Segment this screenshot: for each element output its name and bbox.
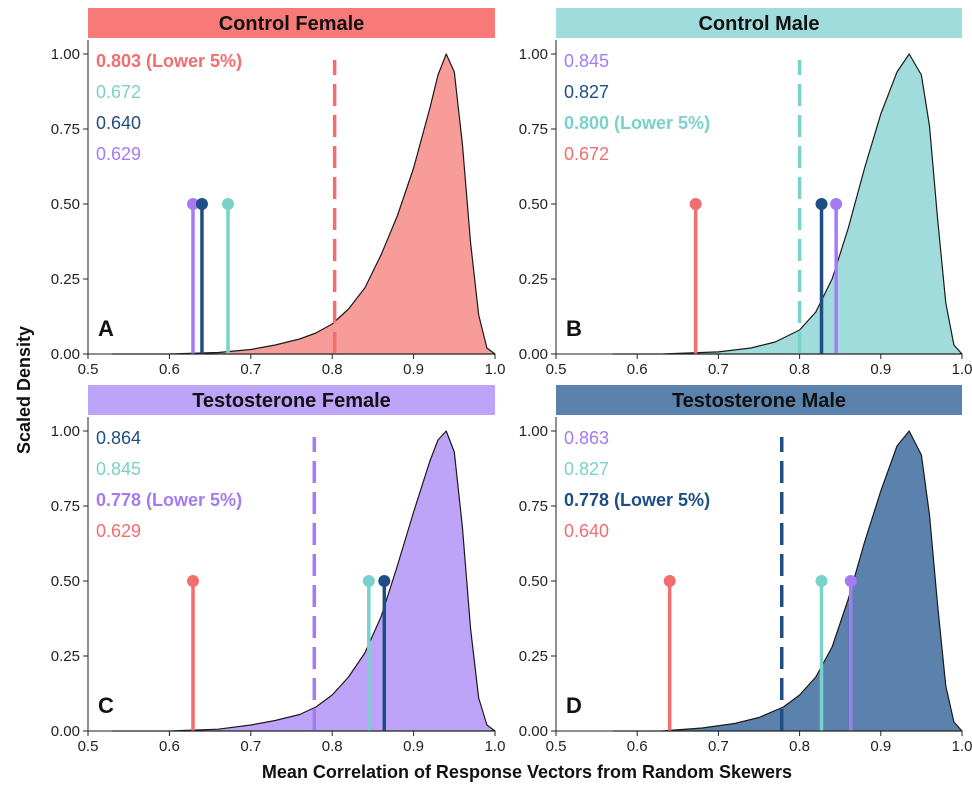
panel-b: Control Male 0.00 0.25 0.50 0.75 1.00 0.5 0.6 0.…	[519, 8, 972, 378]
x-tick-label: 0.8	[789, 738, 810, 755]
comparison-point	[222, 198, 235, 210]
y-tick-label: 0.00	[519, 723, 548, 740]
x-axis-title: Mean Correlation of Response Vectors fro…	[262, 762, 792, 782]
y-tick-label: 0.75	[519, 121, 548, 138]
panel-letter: B	[566, 316, 582, 341]
y-tick-label: 0.25	[51, 648, 80, 665]
value-label: 0.845	[564, 51, 609, 71]
panel-d: Testosterone Male 0.00 0.25 0.50 0.75 1.00 0.5…	[519, 385, 972, 755]
panel-letter: C	[98, 693, 114, 718]
x-tick-label: 0.5	[546, 738, 567, 755]
value-label: 0.827	[564, 459, 609, 479]
panel-title: Control Female	[219, 13, 365, 35]
panel-strip	[88, 8, 495, 38]
comparison-point	[830, 198, 843, 210]
x-tick-label: 0.6	[627, 738, 648, 755]
x-tick-label: 1.0	[485, 361, 506, 378]
y-tick-label: 0.00	[519, 346, 548, 363]
y-tick-label: 0.25	[51, 271, 80, 288]
x-tick-label: 0.8	[322, 738, 343, 755]
density-area	[111, 53, 496, 355]
x-tick-label: 0.7	[240, 361, 261, 378]
value-label: 0.629	[96, 521, 141, 541]
x-tick-label: 0.6	[159, 738, 180, 755]
panels: Control Female 0.00 0.25 0.50 0.75 1.00 0.5 0.6…	[51, 8, 972, 755]
value-label: 0.672	[564, 144, 609, 164]
value-label: 0.629	[96, 144, 141, 164]
panel-letter: D	[566, 693, 582, 718]
value-label: 0.803 (Lower 5%)	[96, 51, 242, 71]
x-tick-label: 0.9	[870, 361, 891, 378]
density-area	[612, 430, 963, 732]
comparison-point	[378, 575, 391, 587]
panel-c: Testosterone Female 0.00 0.25 0.50 0.75 1.00 0…	[51, 385, 506, 755]
comparison-point	[362, 575, 375, 587]
panel-strip	[88, 385, 495, 415]
x-tick-label: 1.0	[485, 738, 506, 755]
y-axis-title: Scaled Density	[14, 326, 34, 454]
comparison-point	[195, 198, 208, 210]
y-tick-label: 0.50	[519, 196, 548, 213]
panel-title: Testosterone Male	[672, 390, 846, 412]
x-tick-label: 0.9	[870, 738, 891, 755]
y-tick-label: 0.00	[51, 723, 80, 740]
x-tick-label: 0.5	[78, 361, 99, 378]
y-tick-label: 0.25	[519, 271, 548, 288]
y-tick-label: 1.00	[519, 423, 548, 440]
value-label: 0.672	[96, 82, 141, 102]
x-tick-label: 0.7	[708, 738, 729, 755]
value-label: 0.845	[96, 459, 141, 479]
value-label: 0.864	[96, 428, 141, 448]
comparison-point	[187, 575, 200, 587]
x-tick-label: 0.9	[403, 738, 424, 755]
y-tick-label: 1.00	[519, 46, 548, 63]
comparison-point	[187, 198, 200, 210]
density-area	[612, 53, 963, 355]
comparison-point	[844, 575, 857, 587]
panel-strip	[556, 385, 962, 415]
y-tick-label: 0.25	[519, 648, 548, 665]
panel-a: Control Female 0.00 0.25 0.50 0.75 1.00 0.5 0.6…	[51, 8, 506, 378]
value-label: 0.863	[564, 428, 609, 448]
value-label: 0.640	[564, 521, 609, 541]
x-tick-label: 0.6	[627, 361, 648, 378]
y-tick-label: 0.75	[51, 498, 80, 515]
value-label: 0.640	[96, 113, 141, 133]
x-tick-label: 0.7	[708, 361, 729, 378]
x-tick-label: 1.0	[952, 361, 972, 378]
panel-title: Testosterone Female	[192, 390, 391, 412]
y-tick-label: 0.00	[51, 346, 80, 363]
x-tick-label: 0.5	[546, 361, 567, 378]
panel-strip	[556, 8, 962, 38]
value-label: 0.778 (Lower 5%)	[96, 490, 242, 510]
x-tick-label: 0.5	[78, 738, 99, 755]
comparison-point	[663, 575, 676, 587]
x-tick-label: 1.0	[952, 738, 972, 755]
y-tick-label: 1.00	[51, 46, 80, 63]
comparison-point	[689, 198, 702, 210]
panel-letter: A	[98, 316, 114, 341]
comparison-point	[815, 575, 828, 587]
y-tick-label: 0.50	[51, 196, 80, 213]
value-label: 0.800 (Lower 5%)	[564, 113, 710, 133]
x-tick-label: 0.9	[403, 361, 424, 378]
x-tick-label: 0.8	[322, 361, 343, 378]
density-area	[111, 430, 496, 732]
panel-title: Control Male	[698, 13, 819, 35]
y-tick-label: 0.50	[519, 573, 548, 590]
y-tick-label: 0.50	[51, 573, 80, 590]
value-label: 0.778 (Lower 5%)	[564, 490, 710, 510]
x-tick-label: 0.8	[789, 361, 810, 378]
y-tick-label: 1.00	[51, 423, 80, 440]
x-tick-label: 0.7	[240, 738, 261, 755]
comparison-point	[815, 198, 828, 210]
y-tick-label: 0.75	[51, 121, 80, 138]
x-tick-label: 0.6	[159, 361, 180, 378]
y-tick-label: 0.75	[519, 498, 548, 515]
value-label: 0.827	[564, 82, 609, 102]
